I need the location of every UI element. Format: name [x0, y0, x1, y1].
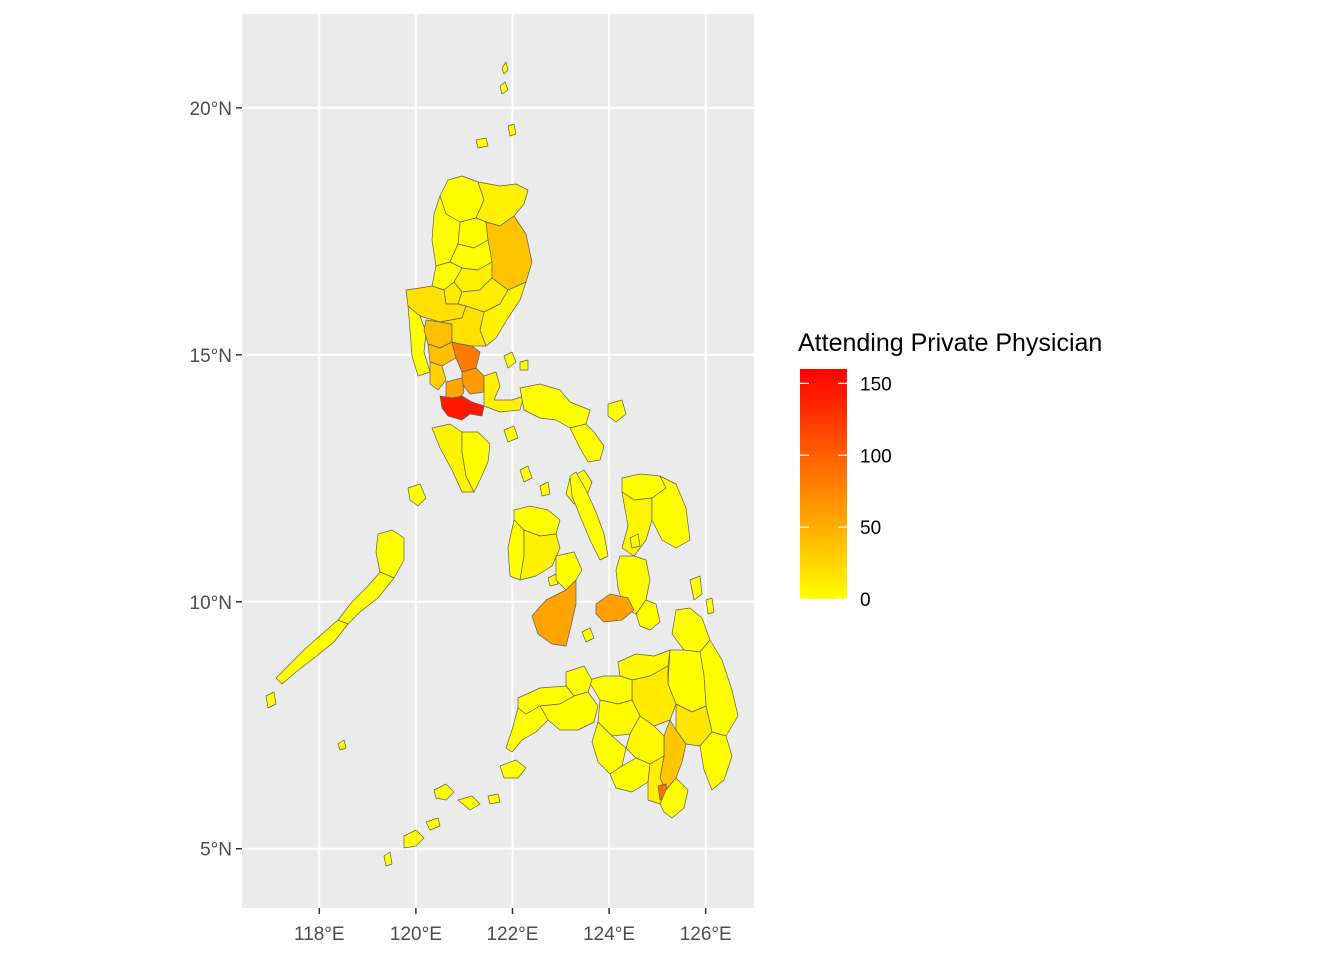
province-polillo [503, 351, 529, 371]
legend-break-label: 0 [860, 590, 871, 611]
y-tick-label: 10°N [190, 593, 232, 614]
x-tick-label: 120°E [390, 924, 442, 945]
province-davao-oriental [699, 731, 733, 791]
province-balabac [265, 691, 277, 709]
province-romblon [519, 465, 551, 497]
province-batanes [501, 61, 509, 75]
province-bohol [595, 593, 635, 623]
legend-break-label: 100 [860, 446, 892, 467]
legend: Attending Private Physician 0 50 100 150 [798, 329, 1102, 611]
legend-break-label: 150 [860, 374, 892, 395]
province-zamboanga-sibugay [505, 705, 549, 753]
province-cavite-batangas [439, 395, 485, 421]
province-catanduanes [607, 399, 627, 423]
province-biliran [629, 533, 641, 549]
province-basilan [499, 759, 527, 779]
province-cebu [569, 471, 609, 561]
legend-break-label: 50 [860, 518, 881, 539]
province-negros-oriental [531, 579, 577, 647]
province-siquijor [581, 627, 595, 643]
province-oriental-mindoro [461, 431, 491, 493]
province-nueva-ecija [439, 305, 487, 347]
x-tick-label: 124°E [583, 924, 635, 945]
province-guimaras [547, 573, 559, 587]
province-southern-leyte [635, 599, 661, 631]
province-iloilo [519, 529, 561, 581]
province-palawan-north [375, 529, 405, 579]
province-babuyan [475, 81, 517, 149]
province-sulu [433, 783, 501, 811]
x-tick-label: 122°E [486, 924, 538, 945]
province-cagayan-de-tawi [337, 739, 347, 751]
legend-colorbar [800, 369, 847, 599]
province-regions [265, 61, 739, 867]
province-albay-sorsogon [569, 423, 605, 463]
x-tick-label: 118°E [294, 924, 345, 945]
province-sarangani [659, 777, 689, 819]
province-dinagat-siargao [689, 575, 715, 615]
y-tick-label: 15°N [190, 346, 232, 367]
province-zamboanga-del-sur [539, 691, 599, 731]
x-tick-label: 126°E [680, 924, 732, 945]
province-tawi-tawi [383, 817, 441, 867]
province-calamian [407, 483, 427, 507]
y-tick-label: 20°N [190, 99, 232, 120]
province-bulacan [451, 341, 481, 373]
province-marinduque [503, 425, 519, 443]
province-bataan [429, 361, 447, 391]
province-eastern-samar [651, 475, 691, 549]
y-tick-label: 5°N [200, 840, 232, 861]
province-palawan-south [275, 619, 349, 685]
legend-title: Attending Private Physician [798, 329, 1102, 357]
province-quirino-aurora [479, 281, 527, 347]
province-samar [621, 491, 653, 557]
